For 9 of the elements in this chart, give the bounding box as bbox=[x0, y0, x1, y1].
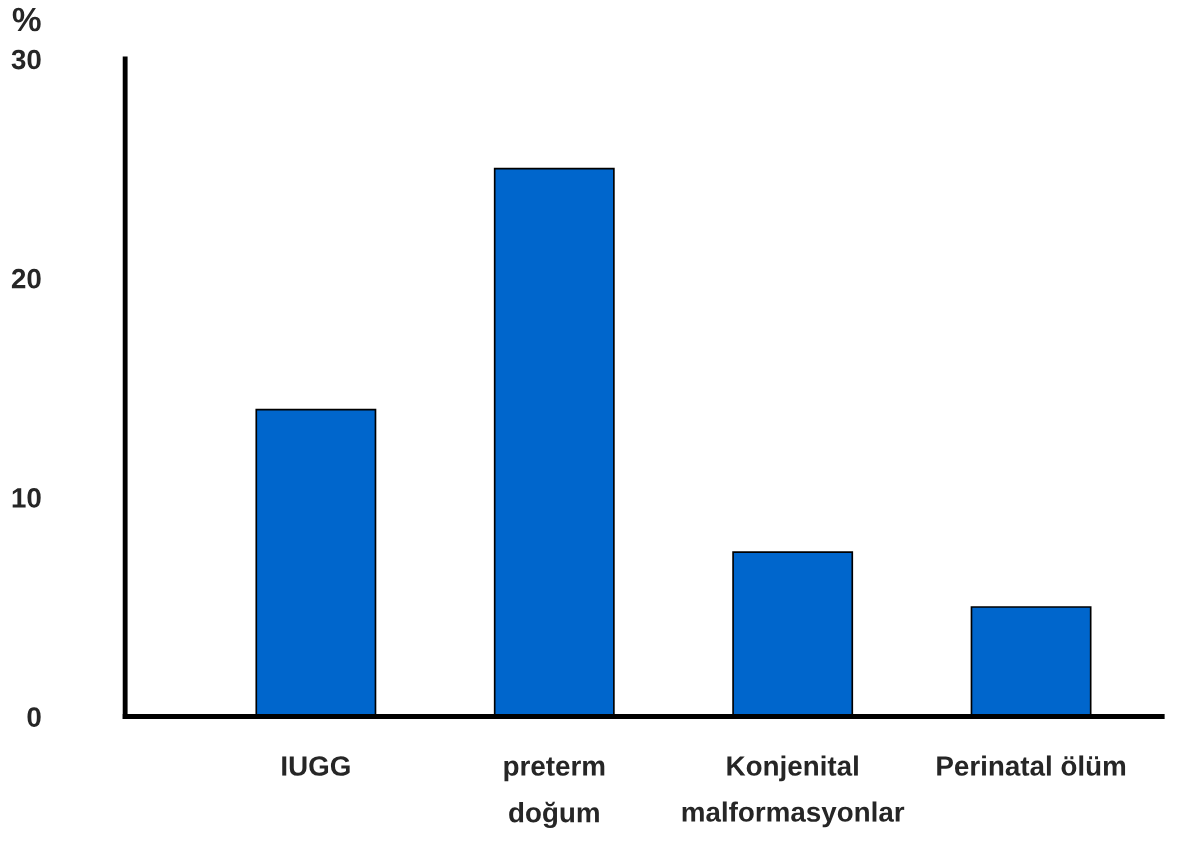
x-tick-label: Konjenital malformasyonlar bbox=[682, 755, 905, 828]
y-axis-title: % bbox=[12, 7, 41, 32]
x-tick-label: IUGG bbox=[282, 756, 350, 776]
y-tick-label: 20 bbox=[11, 268, 41, 289]
x-tick-label: preterm doğum bbox=[504, 757, 605, 829]
y-tick-label: 30 bbox=[11, 49, 41, 70]
y-tick-label: 10 bbox=[12, 488, 41, 508]
y-tick-label: 0 bbox=[27, 707, 41, 727]
x-tick-label: Perinatal ölüm bbox=[937, 755, 1126, 776]
